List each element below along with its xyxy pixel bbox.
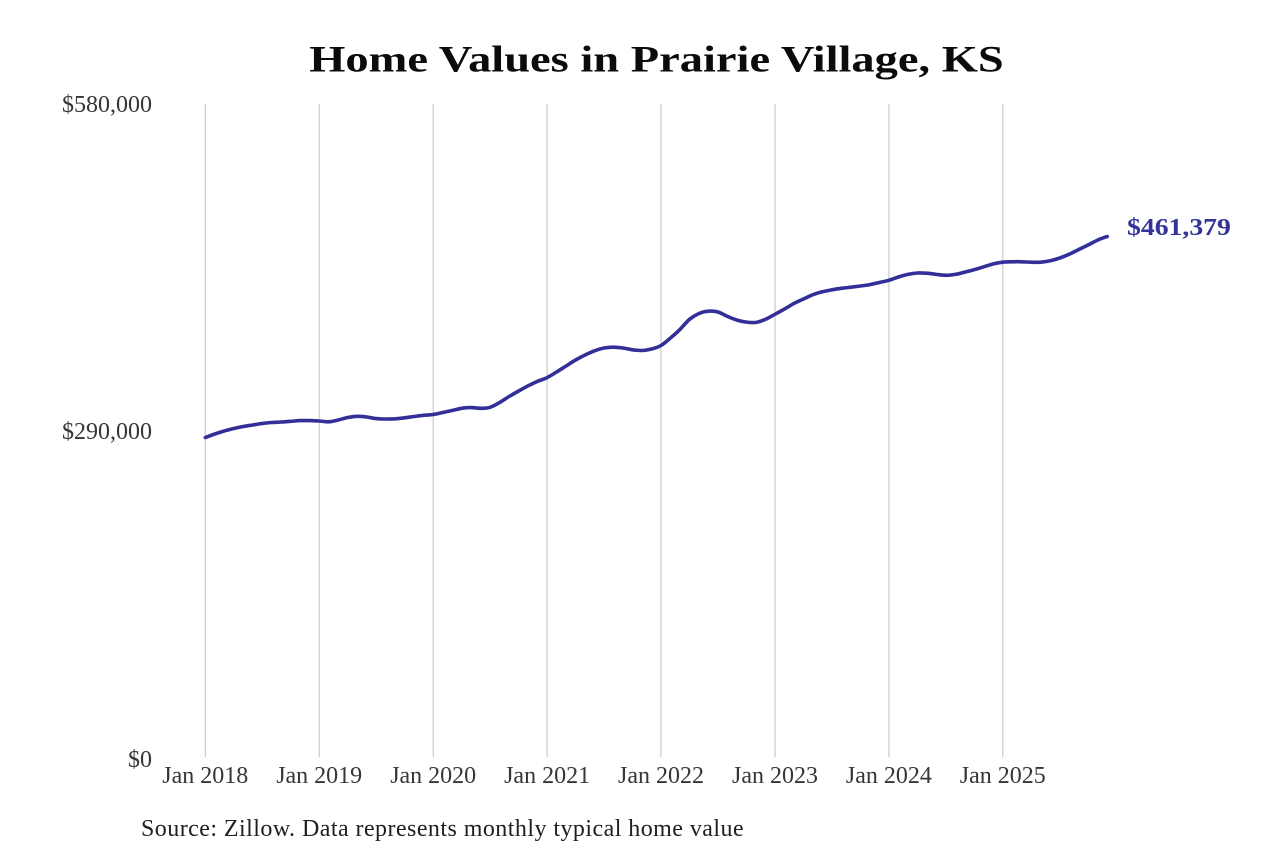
svg-text:Jan 2019: Jan 2019 [276, 763, 362, 789]
svg-text:$461,379: $461,379 [1127, 214, 1231, 241]
svg-text:Jan 2025: Jan 2025 [960, 763, 1046, 789]
svg-text:Jan 2022: Jan 2022 [618, 763, 704, 789]
svg-text:Jan 2021: Jan 2021 [504, 763, 590, 789]
svg-text:Jan 2018: Jan 2018 [162, 763, 248, 789]
svg-text:Jan 2023: Jan 2023 [732, 763, 818, 789]
svg-text:$290,000: $290,000 [62, 419, 152, 445]
svg-text:Home Values in Prairie Village: Home Values in Prairie Village, KS [309, 40, 1003, 81]
svg-text:Source: Zillow. Data represent: Source: Zillow. Data represents monthly … [141, 816, 744, 842]
svg-text:$0: $0 [128, 747, 152, 773]
svg-text:Jan 2024: Jan 2024 [846, 763, 932, 789]
svg-text:Jan 2020: Jan 2020 [390, 763, 476, 789]
svg-text:$580,000: $580,000 [62, 92, 152, 118]
